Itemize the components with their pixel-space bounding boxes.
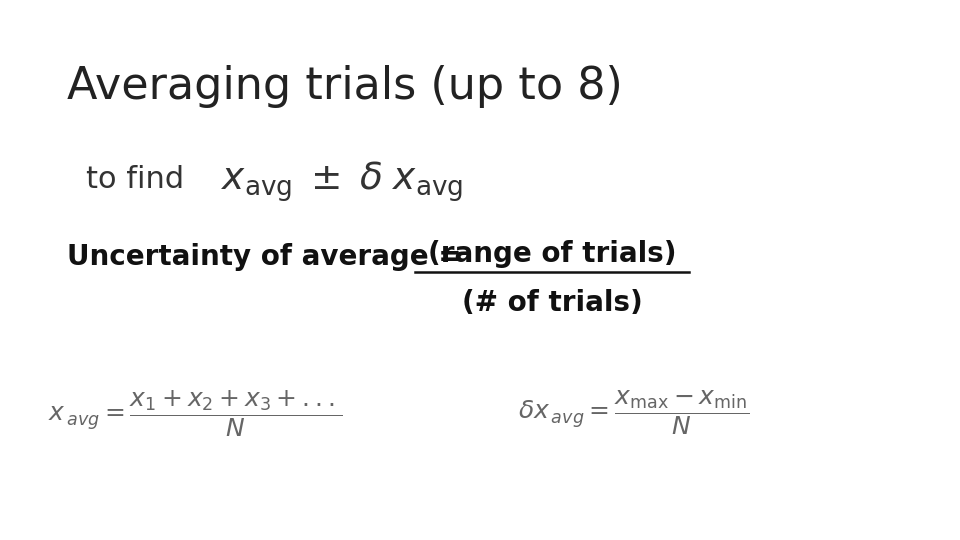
Text: Averaging trials (up to 8): Averaging trials (up to 8) — [67, 65, 623, 108]
Text: (# of trials): (# of trials) — [462, 289, 642, 317]
Text: (range of trials): (range of trials) — [428, 240, 676, 268]
Text: $x_{\,avg} = \dfrac{x_1 + x_2 + x_3 + ...}{N}$: $x_{\,avg} = \dfrac{x_1 + x_2 + x_3 + ..… — [48, 389, 343, 439]
Text: Uncertainty of average =: Uncertainty of average = — [67, 243, 462, 271]
Text: $\delta x_{\,avg} = \dfrac{x_{\max} - x_{\min}}{N}$: $\delta x_{\,avg} = \dfrac{x_{\max} - x_… — [518, 389, 750, 437]
Text: $x_{\mathrm{avg}} \;\pm\; \delta \; x_{\mathrm{avg}}$: $x_{\mathrm{avg}} \;\pm\; \delta \; x_{\… — [221, 159, 463, 204]
Text: to find: to find — [86, 165, 184, 194]
